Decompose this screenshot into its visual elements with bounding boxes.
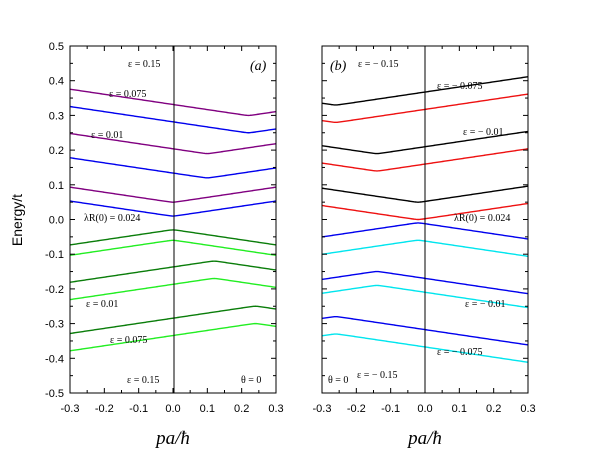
panel-b-ticks xyxy=(321,45,529,394)
panel-a-label: (a) xyxy=(250,59,267,74)
x-tick-label: 0.2 xyxy=(234,403,249,415)
x-tick-label: -0.3 xyxy=(313,403,332,415)
panel-a-curve-7 xyxy=(70,239,276,257)
panel-b-annotation: ε = − 0.01 xyxy=(463,127,503,138)
panel-a-curves xyxy=(70,88,276,352)
panel-a-x-tick-labels: -0.3 -0.2 -0.1 0.0 0.1 0.2 0.3 xyxy=(61,403,284,415)
y-tick-label: -0.5 xyxy=(45,388,64,400)
panel-b-annotation: θ = 0 xyxy=(328,375,348,386)
panel-a-curve-4 xyxy=(70,105,276,134)
panel-a-curve-9 xyxy=(70,277,276,301)
y-tick-label: -0.2 xyxy=(45,284,64,296)
panel-b-annotation: ε = − 0.075 xyxy=(437,81,482,92)
panel-b-annotation: ε = − 0.01 xyxy=(465,299,505,310)
panel-a-curve-0 xyxy=(70,200,276,217)
panel-b-annotation: ε = − 0.15 xyxy=(358,59,398,70)
panel-a-curve-8 xyxy=(70,260,276,283)
panel-a-curve-6 xyxy=(70,229,276,246)
panel-a-curve-10 xyxy=(70,305,276,335)
x-tick-label: 0.1 xyxy=(452,403,467,415)
y-tick-label: -0.1 xyxy=(45,249,64,261)
x-tick-label: 0.1 xyxy=(200,403,215,415)
panel-a-annotation: ε = 0.01 xyxy=(86,299,118,310)
panel-a-annotation: ε = 0.075 xyxy=(110,335,147,346)
panel-a-curve-3 xyxy=(70,132,276,155)
y-tick-label: 0.4 xyxy=(49,76,64,88)
y-tick-labels: 0.5 0.4 0.3 0.2 0.1 0.0 -0.1 -0.2 -0.3 -0.4 -0.5 xyxy=(45,41,64,400)
x-tick-label: -0.1 xyxy=(381,403,400,415)
y-tick-label: -0.3 xyxy=(45,319,64,331)
x-tick-label: -0.3 xyxy=(61,403,80,415)
panel-a-curve-11 xyxy=(70,322,276,352)
panel-b-annotation: ε = − 0.15 xyxy=(357,370,397,381)
y-tick-label: 0.1 xyxy=(49,180,64,192)
panel-a-curve-5 xyxy=(70,88,276,117)
panel-a-ticks xyxy=(69,45,277,394)
panel-b-annotation: λR(0) = 0.024 xyxy=(454,213,510,224)
y-axis-title: Energy/t xyxy=(9,194,25,246)
x-tick-label: -0.1 xyxy=(129,403,148,415)
y-tick-label: 0.2 xyxy=(49,145,64,157)
x-tick-label: 0.0 xyxy=(165,403,180,415)
panel-a: 0.5 0.4 0.3 0.2 0.1 0.0 -0.1 -0.2 -0.3 -0.4 -0.5 -… xyxy=(45,41,284,449)
x-tick-label: 0.3 xyxy=(268,403,283,415)
x-tick-label: 0.2 xyxy=(486,403,501,415)
panel-a-x-axis-title: pa/ħ xyxy=(154,428,190,449)
x-tick-label: 0.3 xyxy=(520,403,535,415)
panel-a-annotation: ε = 0.075 xyxy=(109,89,146,100)
y-tick-label: 0.0 xyxy=(49,215,64,227)
panel-a-annotation: ε = 0.15 xyxy=(127,375,159,386)
x-tick-label: -0.2 xyxy=(95,403,114,415)
panel-b-label: (b) xyxy=(330,59,347,74)
panel-b-x-axis-title: pa/ħ xyxy=(406,428,442,449)
x-tick-label: -0.2 xyxy=(347,403,366,415)
panel-b-x-tick-labels: -0.3 -0.2 -0.1 0.0 0.1 0.2 0.3 xyxy=(313,403,536,415)
panel-a-annotation: θ = 0 xyxy=(241,375,261,386)
panel-a-annotation: ε = 0.15 xyxy=(128,59,160,70)
panel-a-annotation: ε = 0.01 xyxy=(91,130,123,141)
x-tick-label: 0.0 xyxy=(417,403,432,415)
panel-a-curve-2 xyxy=(70,157,276,179)
panel-b-annotation: ε = − 0.075 xyxy=(437,347,482,358)
panel-b: -0.3 -0.2 -0.1 0.0 0.1 0.2 0.3 (b) ε = − 0.15 … xyxy=(313,45,536,449)
panel-a-annotation: λR(0) = 0.024 xyxy=(84,213,140,224)
panel-a-curve-1 xyxy=(70,186,276,203)
y-tick-label: 0.3 xyxy=(49,110,64,122)
y-tick-label: -0.4 xyxy=(45,353,64,365)
y-tick-label: 0.5 xyxy=(49,41,64,53)
